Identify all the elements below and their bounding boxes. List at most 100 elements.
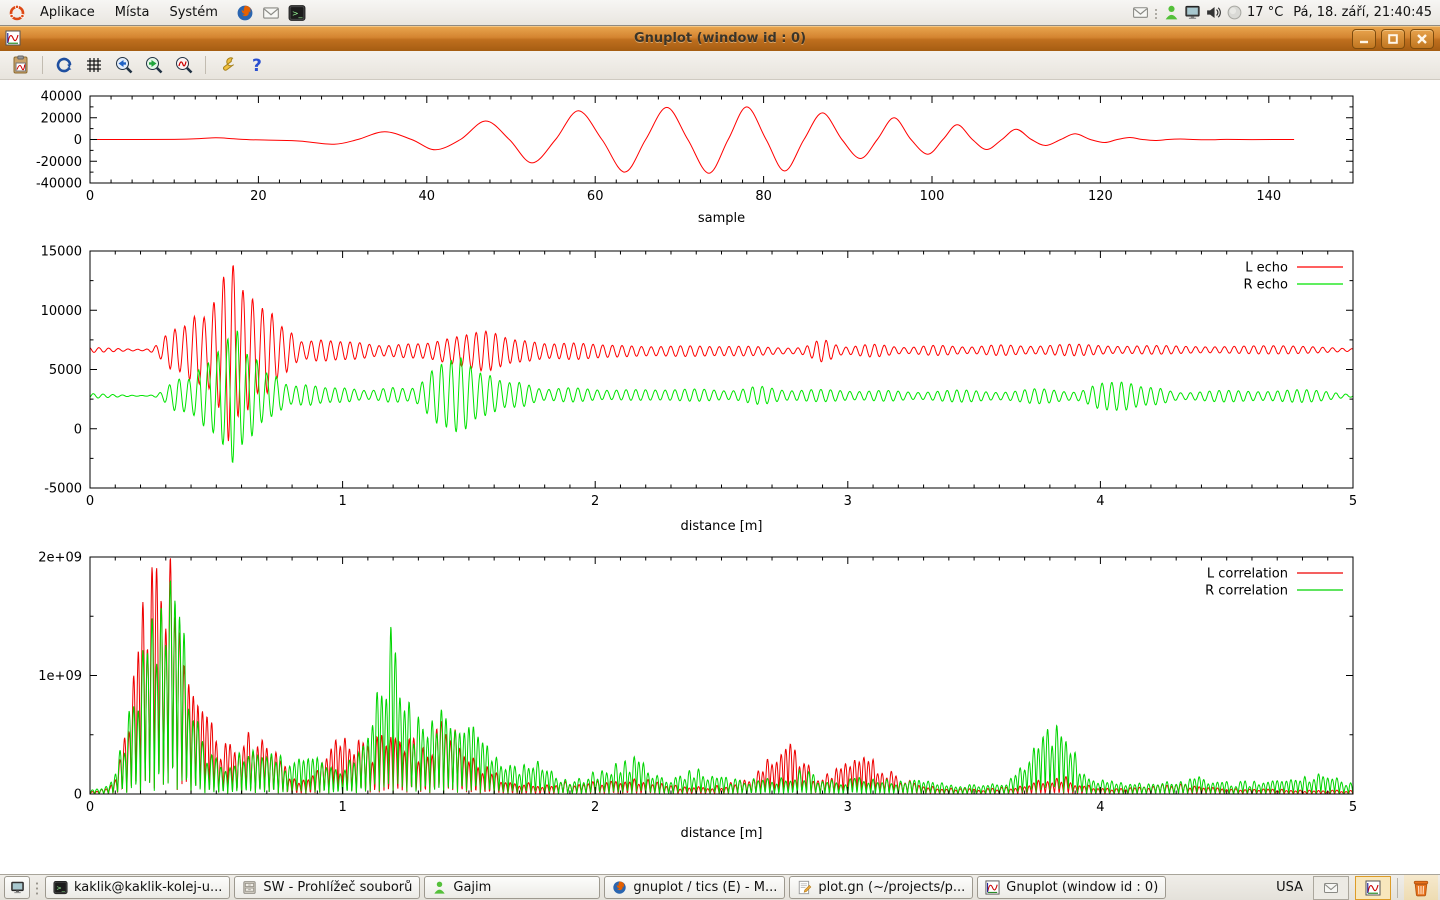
- toggle-grid-icon: [84, 55, 104, 75]
- x-tick-label: 3: [844, 800, 852, 815]
- plot-area: 0 20 40 60 80 100 120 140 -40000 -20000 0 20000 4000…: [0, 81, 1440, 874]
- gajim-icon: [432, 880, 447, 895]
- menu-system[interactable]: Systém: [169, 5, 218, 20]
- replot-icon: [54, 55, 74, 75]
- x-axis-label: distance [m]: [680, 519, 762, 534]
- plot-canvas: 0 20 40 60 80 100 120 140-40000-200000200004000…: [36, 90, 1358, 842]
- show-desktop-button[interactable]: [4, 876, 30, 899]
- y-tick-label: 0: [74, 788, 82, 803]
- terminal-launcher-icon[interactable]: >_: [286, 2, 308, 24]
- toggle-grid-button[interactable]: [80, 52, 108, 78]
- tray-grip[interactable]: [1153, 5, 1159, 21]
- copy-plot-icon: [11, 55, 31, 75]
- x-tick-label: 2: [591, 800, 599, 815]
- zoom-previous-button[interactable]: [110, 52, 138, 78]
- y-tick-label: 5000: [49, 363, 82, 378]
- x-tick-label: 2: [591, 494, 599, 509]
- legend-label: R echo: [1243, 278, 1288, 293]
- keyboard-layout-indicator[interactable]: USA: [1276, 880, 1303, 895]
- taskbar-grip[interactable]: [35, 880, 40, 895]
- help-button[interactable]: ?: [243, 52, 271, 78]
- minimize-button[interactable]: [1352, 28, 1376, 49]
- y-tick-label: 2e+09: [38, 551, 82, 566]
- x-axis-label: sample: [698, 211, 745, 226]
- mail-tray-icon[interactable]: [1132, 4, 1149, 21]
- help-icon: ?: [247, 55, 267, 75]
- menu-places[interactable]: Místa: [114, 5, 150, 20]
- volume-tray-icon[interactable]: [1205, 4, 1222, 21]
- taskbar-window-button[interactable]: Gajim: [424, 876, 601, 899]
- legend-label: L echo: [1245, 261, 1288, 276]
- close-button[interactable]: [1410, 28, 1434, 49]
- tray-gnuplot-icon[interactable]: [1355, 875, 1391, 900]
- y-tick-label: 0: [74, 133, 82, 148]
- taskbar-window-label: Gnuplot (window id : 0): [1006, 880, 1159, 895]
- maximize-button[interactable]: [1381, 28, 1405, 49]
- x-tick-label: 3: [844, 494, 852, 509]
- taskbar-window-label: kaklik@kaklik-kolej-u...: [74, 880, 223, 895]
- monitor-tray-icon[interactable]: [1184, 4, 1201, 21]
- text-editor-icon: [797, 880, 812, 895]
- mail-launcher-icon[interactable]: [260, 2, 282, 24]
- taskbar-window-button[interactable]: >_ kaklik@kaklik-kolej-u...: [45, 876, 231, 899]
- restore-view-button[interactable]: [170, 52, 198, 78]
- y-tick-label: 1e+09: [38, 669, 82, 684]
- taskbar: >_ kaklik@kaklik-kolej-u... SW - Prohlížeč…: [0, 874, 1440, 900]
- y-tick-label: -40000: [36, 177, 82, 192]
- legend-label: R correlation: [1205, 584, 1288, 599]
- taskbar-window-label: plot.gn (~/projects/p...: [818, 880, 966, 895]
- window-titlebar[interactable]: Gnuplot (window id : 0): [0, 26, 1440, 51]
- panel-left: Aplikace Místa Systém >_: [0, 2, 310, 24]
- window-controls: [1352, 28, 1440, 49]
- svg-text:?: ?: [252, 56, 262, 75]
- zoom-previous-icon: [114, 55, 134, 75]
- legend-label: L correlation: [1207, 567, 1288, 582]
- x-tick-label: 0: [86, 800, 94, 815]
- series-line: [90, 106, 1295, 174]
- zoom-next-icon: [144, 55, 164, 75]
- chart-1: 0 20 40 60 80 100 120 140 -40000 -20000 0 20000 4000…: [36, 90, 1354, 226]
- series-line: [90, 330, 1353, 464]
- chart-3: 0 1 2 3 4 5 0 1e+09 2e+09 distance [m] L correlati…: [38, 551, 1357, 842]
- y-tick-label: 20000: [41, 111, 82, 126]
- settings-button[interactable]: [213, 52, 241, 78]
- weather-tray-icon[interactable]: [1226, 4, 1243, 21]
- svg-text:>_: >_: [292, 8, 303, 17]
- menu-applications[interactable]: Aplikace: [40, 5, 95, 20]
- firefox-launcher-icon[interactable]: [234, 2, 256, 24]
- x-tick-label: 40: [419, 189, 436, 204]
- copy-plot-button[interactable]: [7, 52, 35, 78]
- taskbar-window-label: Gajim: [453, 880, 492, 895]
- x-tick-label: 100: [920, 189, 945, 204]
- replot-button[interactable]: [50, 52, 78, 78]
- file-manager-icon: [242, 880, 257, 895]
- gajim-tray-icon[interactable]: [1163, 4, 1180, 21]
- chart-2: 0 1 2 3 4 5 -5000 0 5000 10000 15000 distance [m] L …: [41, 245, 1358, 535]
- taskbar-window-button[interactable]: gnuplot / tics (E) - M...: [604, 876, 786, 899]
- taskbar-separator: [1397, 877, 1398, 898]
- window-title: Gnuplot (window id : 0): [633, 31, 807, 46]
- temperature-indicator: 17 °C: [1247, 5, 1284, 20]
- series-line: [90, 265, 1353, 442]
- ubuntu-logo-icon[interactable]: [6, 2, 28, 24]
- trash-applet[interactable]: [1404, 875, 1438, 900]
- restore-view-icon: [174, 55, 194, 75]
- x-tick-label: 1: [338, 494, 346, 509]
- tray-mail-icon[interactable]: [1313, 875, 1349, 900]
- series-line: [90, 580, 1353, 794]
- clock[interactable]: Pá, 18. září, 21:40:45: [1293, 5, 1432, 20]
- y-tick-label: 40000: [41, 90, 82, 105]
- zoom-next-button[interactable]: [140, 52, 168, 78]
- plot-border: [89, 556, 1354, 795]
- taskbar-window-button[interactable]: plot.gn (~/projects/p...: [789, 876, 974, 899]
- x-tick-label: 120: [1088, 189, 1113, 204]
- svg-text:>_: >_: [56, 884, 65, 892]
- x-tick-label: 20: [250, 189, 267, 204]
- y-tick-label: 0: [74, 422, 82, 437]
- tray-icons: [1132, 4, 1243, 21]
- taskbar-window-button[interactable]: Gnuplot (window id : 0): [977, 876, 1167, 899]
- x-tick-label: 80: [755, 189, 772, 204]
- panel-tray: 17 °C Pá, 18. září, 21:40:45: [1132, 4, 1440, 21]
- taskbar-window-button[interactable]: SW - Prohlížeč souborů: [234, 876, 421, 899]
